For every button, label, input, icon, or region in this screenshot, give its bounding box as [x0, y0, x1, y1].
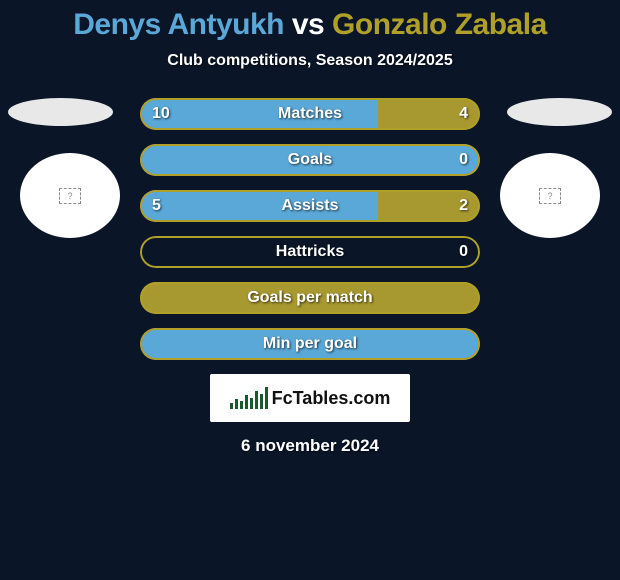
stat-row: Goals 0 — [140, 144, 480, 176]
stat-value-p2: 0 — [459, 151, 468, 169]
stat-value-p1: 5 — [152, 197, 161, 215]
stat-row: Goals per match — [140, 282, 480, 314]
player2-ellipse — [507, 98, 612, 126]
player2-name: Gonzalo Zabala — [332, 8, 547, 41]
chart-area: ? ? Matches104Goals0Assists52Hattricks0G… — [0, 98, 620, 456]
stat-row: Min per goal — [140, 328, 480, 360]
stat-rows: Matches104Goals0Assists52Hattricks0Goals… — [140, 98, 480, 360]
comparison-title: Denys Antyukh vs Gonzalo Zabala — [0, 0, 620, 42]
player1-name: Denys Antyukh — [73, 8, 284, 41]
player1-ellipse — [8, 98, 113, 126]
stat-label: Hattricks — [276, 243, 344, 261]
stat-row: Assists 5 2 — [140, 190, 480, 222]
stat-value-p1: 10 — [152, 105, 170, 123]
vs-text: vs — [292, 8, 324, 41]
branding-text: FcTables.com — [272, 388, 391, 409]
subtitle: Club competitions, Season 2024/2025 — [0, 52, 620, 70]
stat-label: Min per goal — [263, 335, 357, 353]
stat-label: Goals — [288, 151, 332, 169]
stat-label: Assists — [282, 197, 339, 215]
stat-row: Matches 10 4 — [140, 98, 480, 130]
stat-value-p2: 0 — [459, 243, 468, 261]
player1-avatar: ? — [20, 153, 120, 238]
branding-logo: FcTables.com — [210, 374, 410, 422]
stat-label: Goals per match — [247, 289, 372, 307]
date-text: 6 november 2024 — [0, 436, 620, 456]
stat-label: Matches — [278, 105, 342, 123]
player2-avatar: ? — [500, 153, 600, 238]
player2-flag-icon: ? — [539, 188, 561, 204]
stat-value-p2: 2 — [459, 197, 468, 215]
stat-row: Hattricks 0 — [140, 236, 480, 268]
stat-value-p2: 4 — [459, 105, 468, 123]
player1-flag-icon: ? — [59, 188, 81, 204]
logo-bars-icon — [230, 387, 268, 409]
